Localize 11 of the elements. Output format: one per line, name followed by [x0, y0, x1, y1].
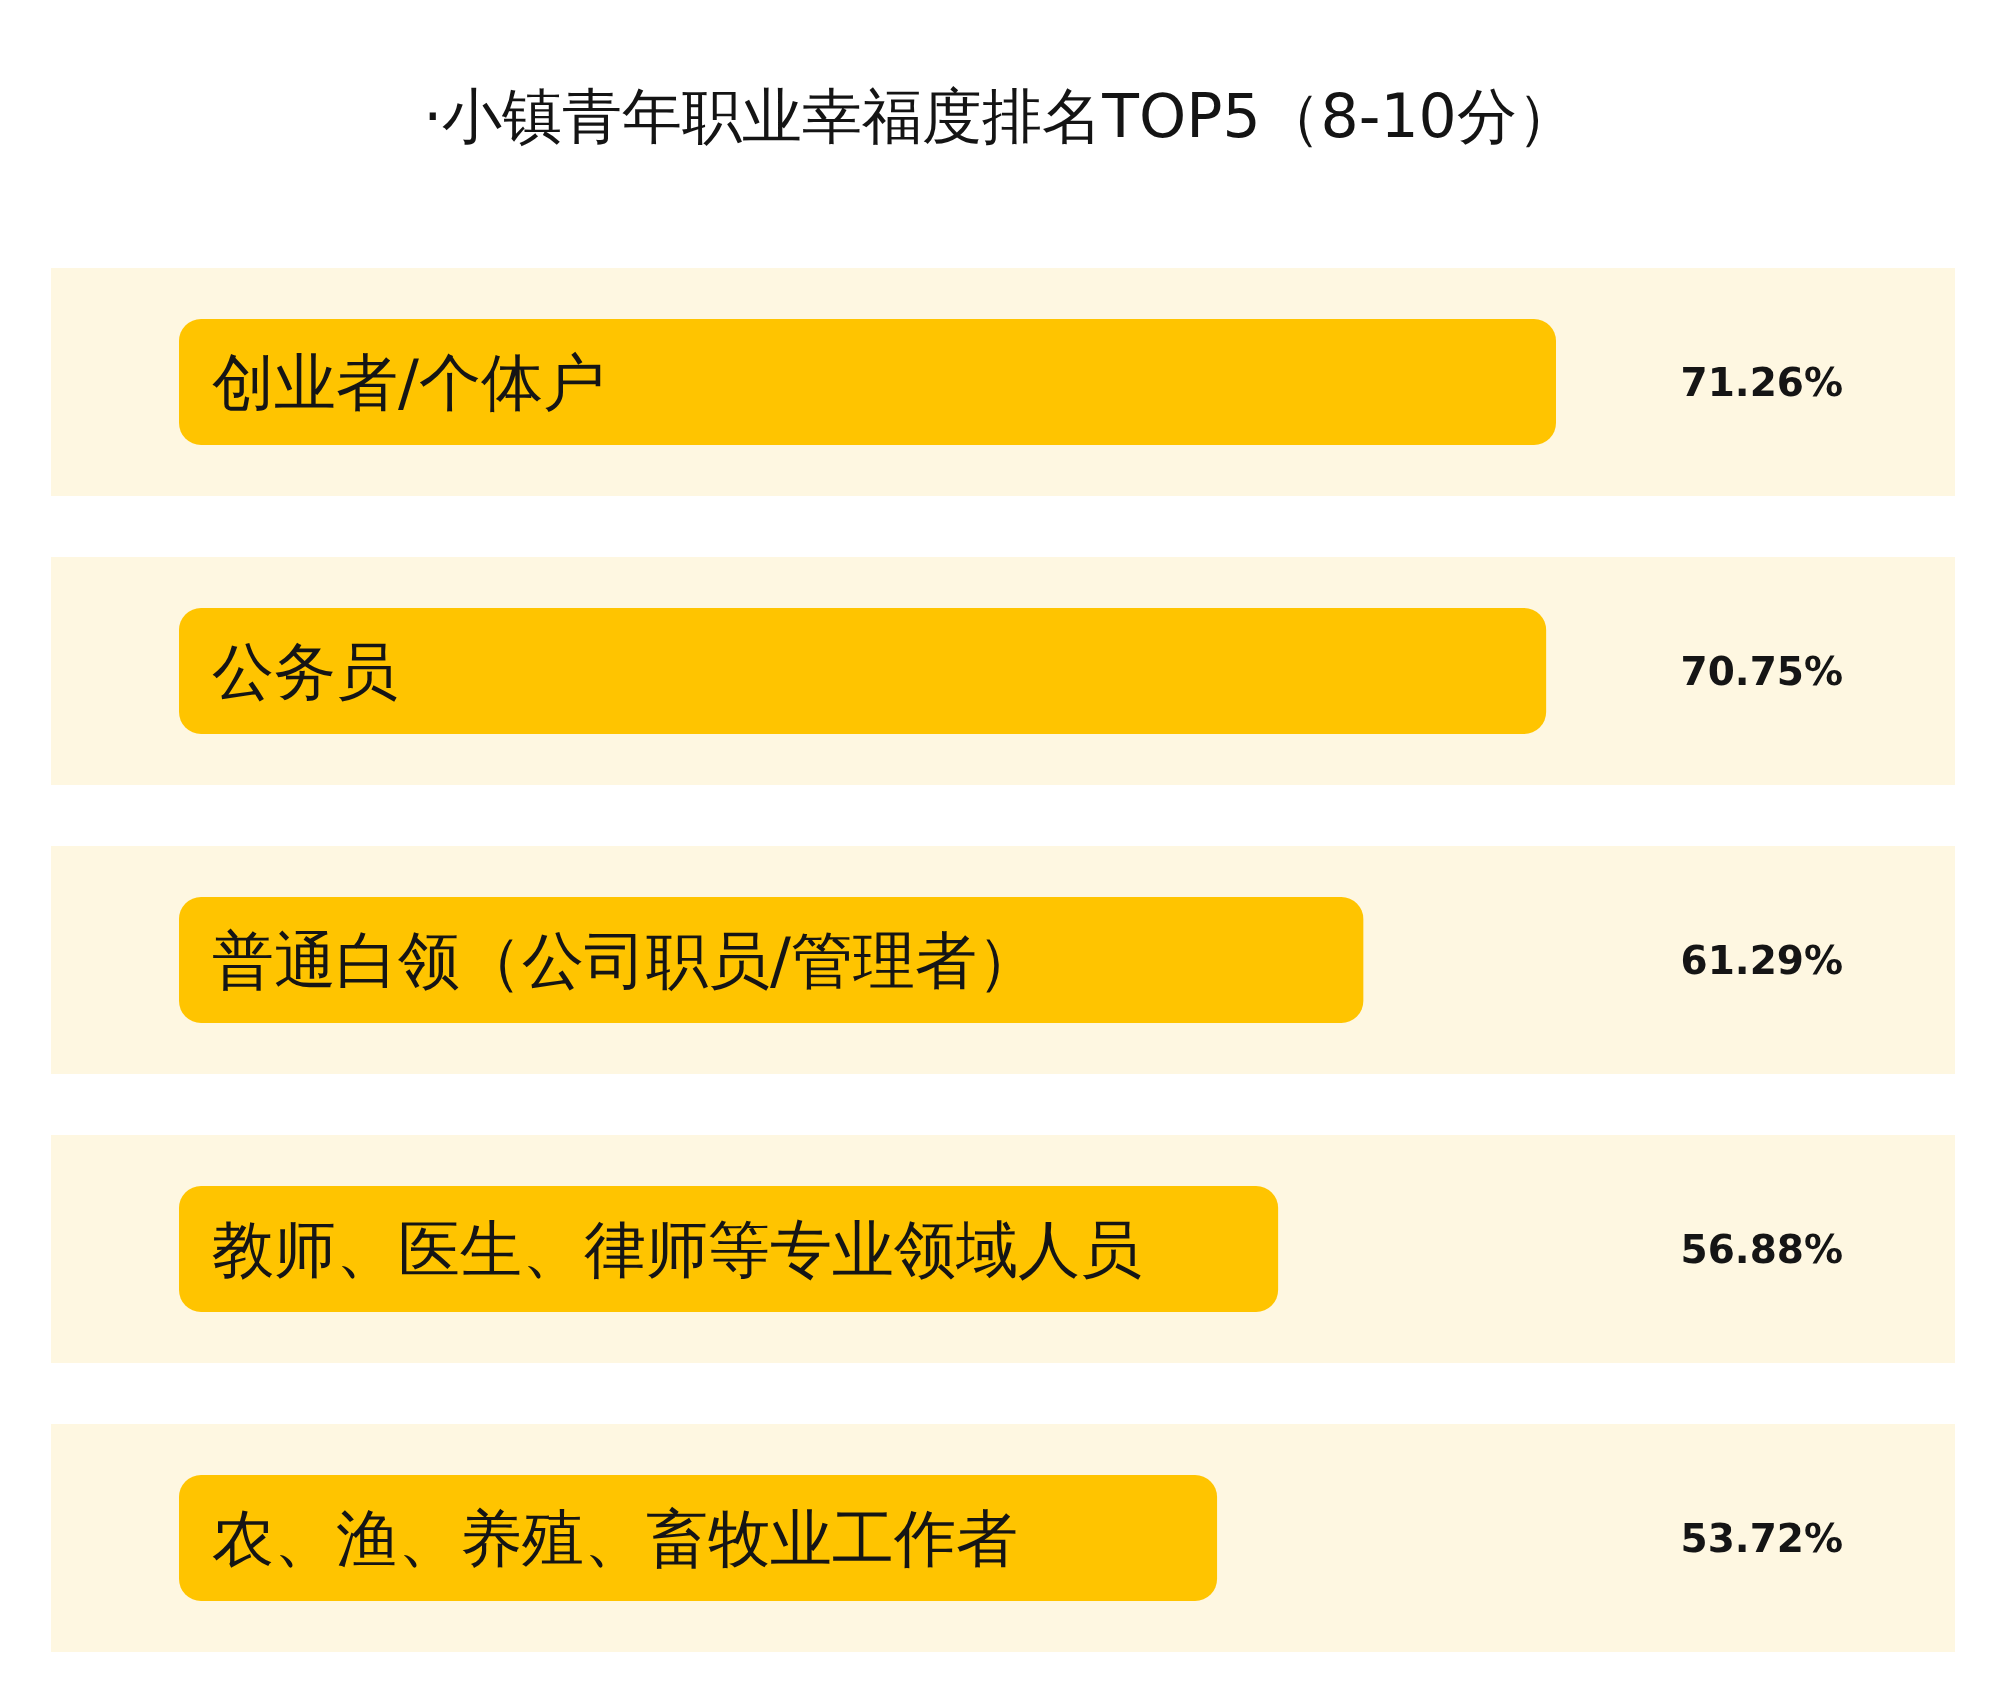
data-label: 71.26%: [1680, 359, 1843, 405]
data-label: 56.88%: [1680, 1226, 1843, 1272]
y-tick-label: 农、渔、养殖、畜牧业工作者: [212, 1501, 1018, 1575]
y-tick-label: 普通白领（公司职员/管理者）: [212, 923, 1039, 997]
y-tick-label: 公务员: [212, 634, 398, 708]
y-tick-label: 创业者/个体户: [212, 345, 605, 419]
data-label: 61.29%: [1680, 937, 1843, 983]
data-label: 70.75%: [1680, 648, 1843, 694]
data-label: 53.72%: [1680, 1515, 1843, 1561]
y-tick-label: 教师、医生、律师等专业领域人员: [212, 1212, 1142, 1286]
title: ·小镇青年职业幸福度排名TOP5（8-10分）: [423, 81, 1577, 151]
